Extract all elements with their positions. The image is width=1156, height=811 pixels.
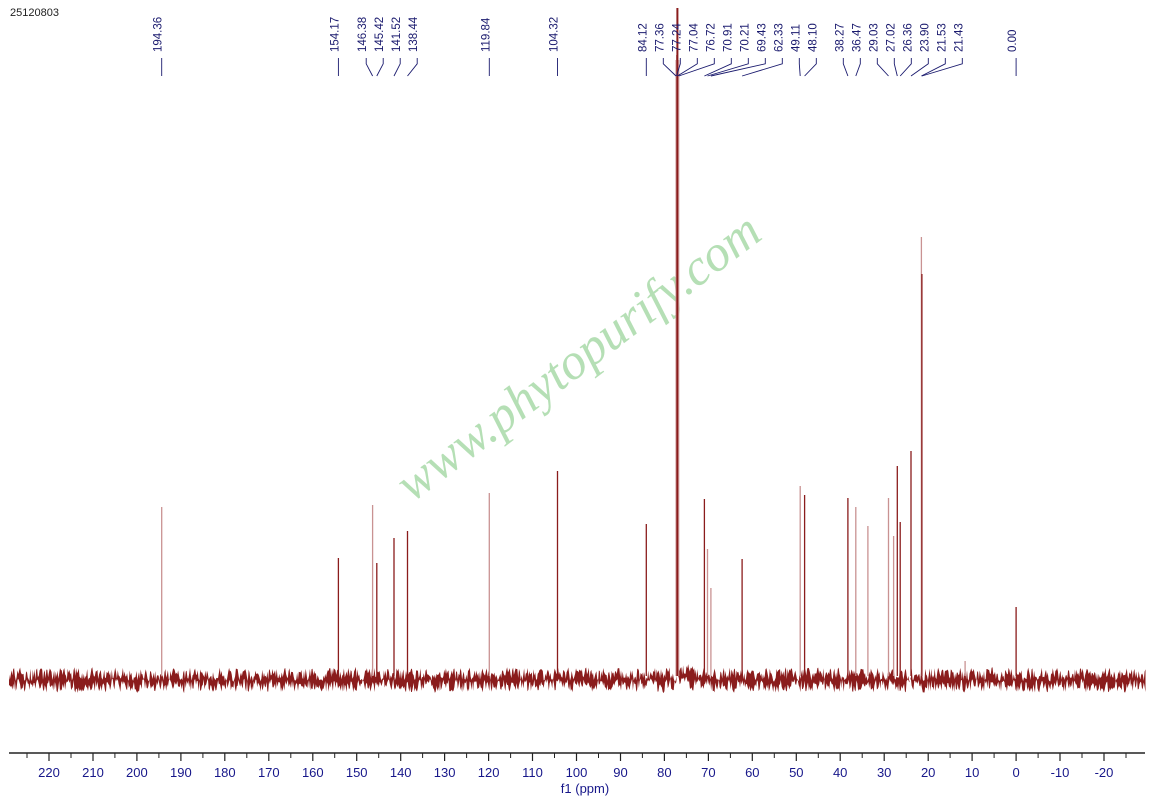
svg-text:-20: -20 xyxy=(1095,765,1114,780)
svg-text:80: 80 xyxy=(657,765,671,780)
svg-text:40: 40 xyxy=(833,765,847,780)
svg-text:30: 30 xyxy=(877,765,891,780)
svg-text:49.11: 49.11 xyxy=(790,24,802,52)
svg-text:160: 160 xyxy=(302,765,324,780)
svg-text:0: 0 xyxy=(1012,765,1019,780)
svg-text:48.10: 48.10 xyxy=(807,23,819,52)
svg-text:154.17: 154.17 xyxy=(329,17,341,52)
svg-text:84.12: 84.12 xyxy=(637,23,649,52)
svg-text:145.42: 145.42 xyxy=(374,17,386,52)
svg-text:210: 210 xyxy=(82,765,104,780)
svg-text:190: 190 xyxy=(170,765,192,780)
svg-text:25120803: 25120803 xyxy=(10,7,59,19)
svg-text:20: 20 xyxy=(921,765,935,780)
svg-text:21.43: 21.43 xyxy=(953,23,965,52)
svg-text:76.72: 76.72 xyxy=(705,23,717,52)
svg-text:180: 180 xyxy=(214,765,236,780)
svg-text:90: 90 xyxy=(613,765,627,780)
svg-text:70.21: 70.21 xyxy=(739,23,751,52)
svg-text:77.36: 77.36 xyxy=(654,23,666,52)
svg-text:62.33: 62.33 xyxy=(773,23,785,52)
svg-text:69.43: 69.43 xyxy=(756,23,768,52)
svg-text:119.84: 119.84 xyxy=(480,17,492,52)
svg-text:70: 70 xyxy=(701,765,715,780)
svg-text:0.00: 0.00 xyxy=(1007,30,1019,52)
svg-text:150: 150 xyxy=(346,765,368,780)
svg-text:200: 200 xyxy=(126,765,148,780)
svg-text:-10: -10 xyxy=(1051,765,1070,780)
svg-text:10: 10 xyxy=(965,765,979,780)
svg-text:77.24: 77.24 xyxy=(671,23,683,52)
svg-text:70.91: 70.91 xyxy=(722,23,734,52)
svg-text:140: 140 xyxy=(390,765,412,780)
svg-text:104.32: 104.32 xyxy=(549,17,561,52)
svg-text:141.52: 141.52 xyxy=(391,17,403,52)
svg-text:170: 170 xyxy=(258,765,280,780)
svg-text:130: 130 xyxy=(434,765,456,780)
svg-text:38.27: 38.27 xyxy=(834,23,846,52)
svg-text:f1 (ppm): f1 (ppm) xyxy=(561,781,609,796)
svg-text:194.36: 194.36 xyxy=(153,17,165,52)
svg-text:36.47: 36.47 xyxy=(851,23,863,52)
svg-text:100: 100 xyxy=(566,765,588,780)
svg-text:26.36: 26.36 xyxy=(902,23,914,52)
svg-text:60: 60 xyxy=(745,765,759,780)
svg-text:50: 50 xyxy=(789,765,803,780)
svg-text:120: 120 xyxy=(478,765,500,780)
svg-text:21.53: 21.53 xyxy=(936,23,948,52)
svg-text:27.02: 27.02 xyxy=(885,23,897,52)
svg-text:29.03: 29.03 xyxy=(868,23,880,52)
svg-text:23.90: 23.90 xyxy=(919,23,931,52)
svg-text:138.44: 138.44 xyxy=(408,16,420,52)
svg-text:77.04: 77.04 xyxy=(688,23,700,52)
svg-text:220: 220 xyxy=(38,765,60,780)
svg-text:110: 110 xyxy=(522,765,543,780)
svg-text:146.38: 146.38 xyxy=(357,17,369,52)
